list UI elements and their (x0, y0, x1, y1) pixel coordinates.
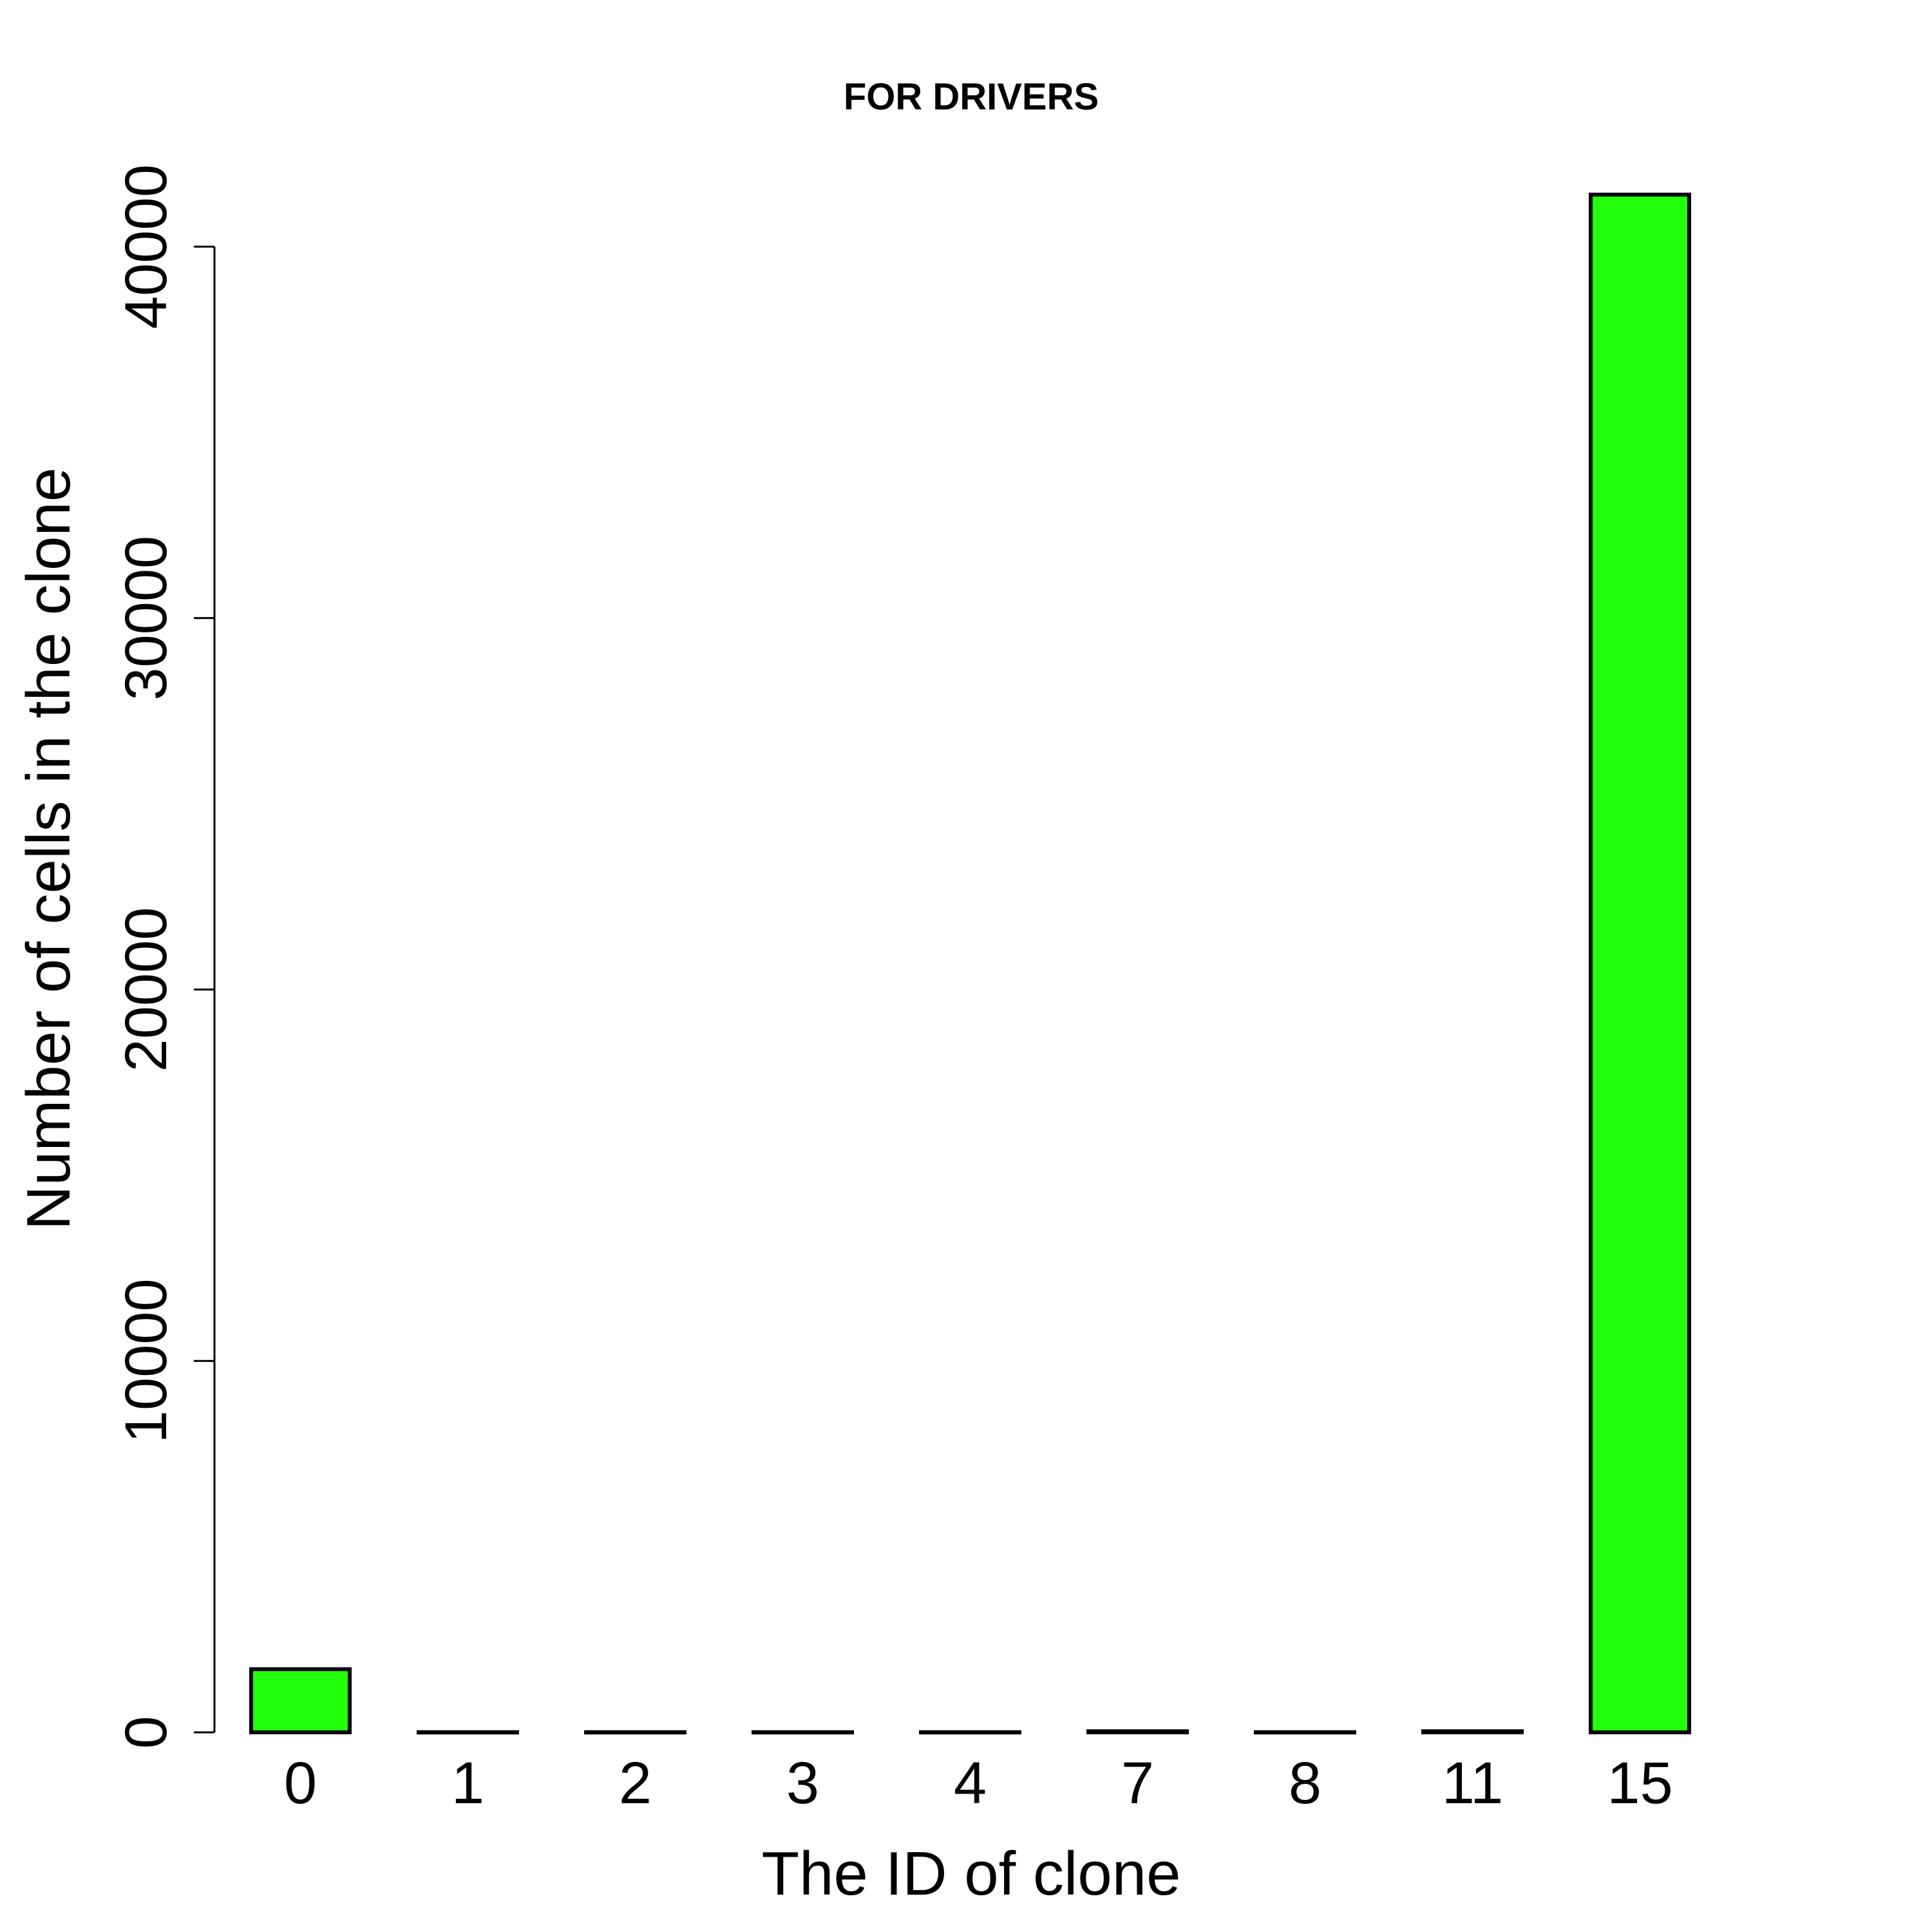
bar-clone-8 (1254, 1730, 1356, 1735)
x-axis-tick-labels: 0 1 2 3 4 7 8 11 15 (284, 1750, 1673, 1816)
x-tick-label: 2 (619, 1750, 652, 1816)
x-tick-label: 7 (1121, 1750, 1154, 1816)
bars (249, 193, 1691, 1735)
x-tick-label: 15 (1607, 1750, 1672, 1816)
y-tick-label: 30000 (113, 536, 179, 701)
x-tick-label: 3 (786, 1750, 819, 1816)
y-axis-label: Number of cells in the clone (14, 468, 83, 1231)
bar-clone-3 (752, 1730, 854, 1735)
bar-clone-11 (1421, 1729, 1524, 1735)
bar-clone-0 (249, 1667, 352, 1734)
x-tick-label: 4 (954, 1750, 987, 1816)
bar-clone-4 (919, 1730, 1021, 1735)
x-axis-label: The ID of clone (762, 1839, 1181, 1908)
y-tick-label: 10000 (113, 1278, 179, 1443)
chart-title: FOR DRIVERS (844, 76, 1099, 118)
y-axis: 0 10000 20000 30000 40000 (113, 164, 216, 1749)
bar-clone-2 (584, 1730, 687, 1735)
x-tick-label: 8 (1289, 1750, 1321, 1816)
x-tick-label: 11 (1442, 1750, 1504, 1816)
bar-clone-15 (1589, 193, 1691, 1735)
bar-clone-1 (417, 1730, 519, 1735)
x-tick-label: 0 (284, 1750, 317, 1816)
bar-clone-7 (1086, 1729, 1189, 1735)
x-tick-label: 1 (451, 1750, 484, 1816)
y-tick-label: 0 (113, 1716, 179, 1748)
y-tick-label: 40000 (113, 164, 179, 329)
y-tick-label: 20000 (113, 907, 179, 1072)
